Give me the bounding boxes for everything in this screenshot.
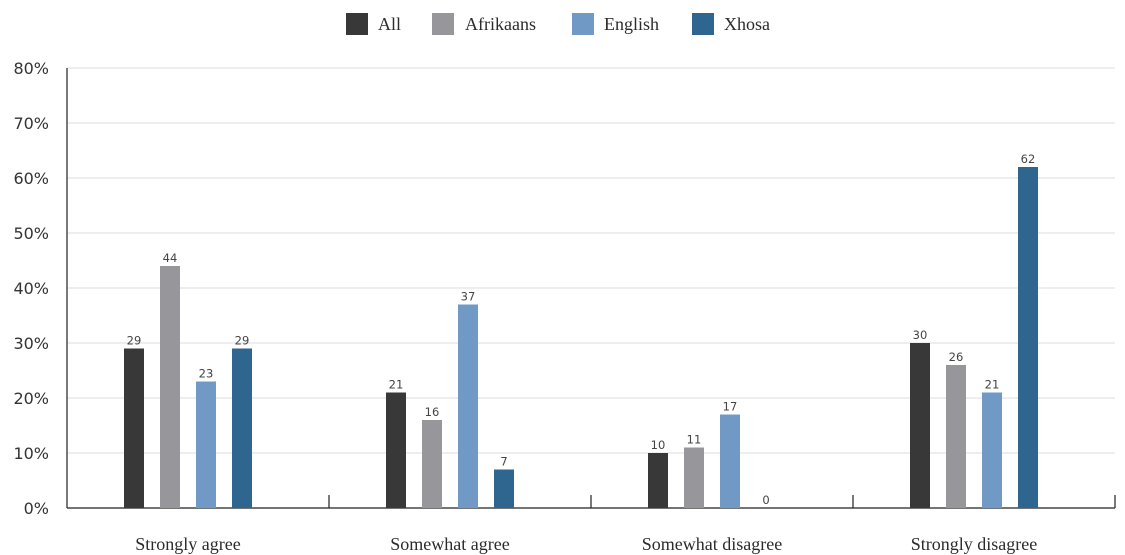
y-tick-label: 0% (24, 499, 49, 518)
legend-swatch-afrikaans (432, 13, 454, 35)
bar-english-3 (720, 414, 740, 508)
bar-all-2 (386, 392, 406, 508)
legend-label-afrikaans: Afrikaans (465, 14, 536, 34)
data-label: 44 (163, 251, 178, 265)
bar-afrikaans-2 (422, 420, 442, 508)
bar-english-1 (196, 381, 216, 508)
legend-swatch-all (346, 13, 368, 35)
x-category-label: Strongly agree (135, 534, 240, 554)
x-category-label: Somewhat disagree (642, 534, 782, 554)
legend-swatch-xhosa (692, 13, 714, 35)
data-label: 30 (913, 328, 928, 342)
bar-afrikaans-1 (160, 266, 180, 508)
data-label: 23 (199, 367, 214, 381)
data-label: 21 (985, 378, 1000, 392)
bar-all-3 (648, 453, 668, 508)
y-tick-label: 50% (13, 224, 49, 243)
data-label: 17 (723, 400, 738, 414)
bar-english-4 (982, 392, 1002, 508)
data-label: 0 (762, 493, 769, 507)
bar-xhosa-1 (232, 348, 252, 508)
y-tick-label: 80% (13, 59, 49, 78)
legend-label-english: English (604, 14, 659, 34)
data-label: 29 (235, 334, 250, 348)
data-label: 21 (389, 378, 404, 392)
legend-swatch-english (572, 13, 594, 35)
y-tick-label: 60% (13, 169, 49, 188)
legend-label-all: All (378, 14, 401, 34)
bar-all-4 (910, 343, 930, 508)
data-label: 26 (949, 350, 964, 364)
data-label: 62 (1021, 152, 1036, 166)
y-tick-label: 30% (13, 334, 49, 353)
x-category-label: Strongly disagree (911, 534, 1037, 554)
data-label: 7 (500, 455, 507, 469)
bar-afrikaans-3 (684, 447, 704, 508)
bar-xhosa-2 (494, 469, 514, 508)
data-label: 37 (461, 290, 476, 304)
legend-label-xhosa: Xhosa (724, 14, 770, 34)
data-label: 10 (651, 438, 666, 452)
data-label: 11 (687, 433, 702, 447)
y-tick-label: 20% (13, 389, 49, 408)
y-tick-label: 40% (13, 279, 49, 298)
bar-xhosa-4 (1018, 167, 1038, 508)
x-category-label: Somewhat agree (390, 534, 509, 554)
bar-english-2 (458, 304, 478, 508)
y-tick-label: 70% (13, 114, 49, 133)
data-label: 16 (425, 405, 440, 419)
bar-afrikaans-4 (946, 365, 966, 508)
bar-all-1 (124, 348, 144, 508)
data-label: 29 (127, 334, 142, 348)
y-tick-label: 10% (13, 444, 49, 463)
